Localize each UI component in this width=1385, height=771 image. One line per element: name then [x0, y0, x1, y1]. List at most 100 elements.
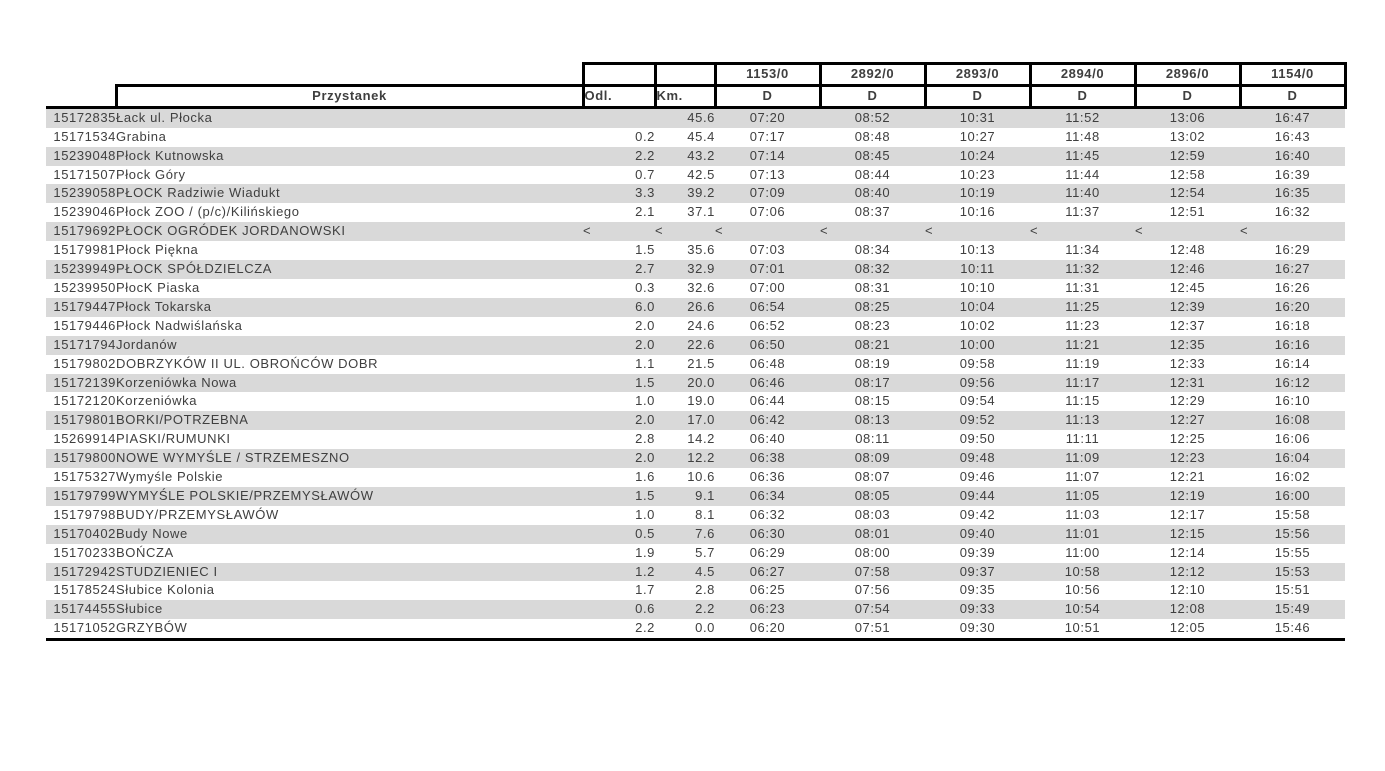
- time-cell: 16:04: [1274, 450, 1311, 466]
- course-number-header: 1153/0: [713, 62, 822, 87]
- time-cell: 08:32: [854, 261, 891, 277]
- time-cell: 09:52: [959, 412, 996, 428]
- table-row: 15239950 PłocK Piaska 0.3 32.6 07:00 08:31 10:…: [46, 279, 1345, 298]
- stop-id-cell: 15170402: [53, 525, 116, 541]
- stop-name-cell: Płock Tokarska: [116, 298, 212, 314]
- odl-cell: 1.0: [635, 393, 655, 409]
- km-cell: 32.9: [687, 261, 715, 277]
- timetable-table: 1153/0 2892/0 2893/0 2894/0 2896/0 1154/0 Prz…: [46, 62, 1347, 642]
- time-cell: 16:29: [1274, 242, 1311, 258]
- table-row: 15171794 Jordanów 2.0 22.6 06:50 08:21 10:00 11…: [46, 335, 1345, 355]
- time-cell: 15:58: [1274, 506, 1311, 522]
- time-cell: 07:00: [749, 279, 786, 295]
- course-daytype-header: D: [1028, 83, 1137, 109]
- time-cell: 12:12: [1169, 563, 1206, 579]
- km-cell: 26.6: [687, 298, 715, 314]
- time-cell: 10:31: [959, 109, 996, 125]
- odl-cell: 1.2: [635, 563, 655, 579]
- time-cell: 06:54: [749, 298, 786, 314]
- stop-name-cell: PŁOCK SPÓŁDZIELCZA: [116, 261, 273, 277]
- time-cell: 15:53: [1274, 563, 1311, 579]
- table-row: 15179800 NOWE WYMYŚLE / STRZEMESZNO 2.0 12.…: [46, 449, 1345, 469]
- km-cell: 22.6: [687, 336, 715, 352]
- time-cell: 11:45: [1065, 147, 1100, 163]
- stop-name-cell: GRZYBÓW: [116, 619, 583, 642]
- stop-id-cell: 15175327: [53, 469, 116, 485]
- stop-name-cell: Płock Nadwiślańska: [116, 317, 243, 333]
- header-course-row: 1153/0 2892/0 2893/0 2894/0 2896/0 1154/0: [46, 62, 1347, 87]
- time-cell: 12:19: [1169, 487, 1206, 503]
- table-row: 15179799 WYMYŚLE POLSKIE/PRZEMYSŁAWÓW 1.5 9…: [46, 486, 1345, 506]
- km-cell: 7.6: [695, 525, 715, 541]
- stop-id-cell: 15179446: [53, 317, 116, 333]
- stop-name-cell: Wymyśle Polskie: [116, 469, 224, 485]
- time-cell: 06:36: [749, 469, 786, 485]
- time-cell: 11:23: [1065, 317, 1100, 333]
- time-cell: 10:16: [959, 204, 996, 220]
- stop-name-cell: PŁOCK Radziwie Wiadukt: [116, 185, 281, 201]
- time-cell: 11:05: [1065, 487, 1100, 503]
- table-row: 15172139 Korzeniówka Nowa 1.5 20.0 06:46 08:1…: [46, 373, 1345, 393]
- header-spacer: [46, 63, 583, 86]
- odl-cell: 2.7: [635, 261, 655, 277]
- km-cell: 42.5: [687, 166, 715, 182]
- time-cell: 11:11: [1065, 431, 1100, 447]
- odl-cell: 0.6: [635, 601, 655, 617]
- time-cell: 08:07: [854, 469, 891, 485]
- stop-id-cell: 15171534: [53, 128, 116, 144]
- course-daytype-header: D: [713, 83, 822, 109]
- table-row: 15179798 BUDY/PRZEMYSŁAWÓW 1.0 8.1 06:32 08:0…: [46, 506, 1345, 525]
- time-cell: 08:40: [854, 185, 891, 201]
- stop-name-cell: BORKI/POTRZEBNA: [116, 412, 249, 428]
- table-row: 15179446 Płock Nadwiślańska 2.0 24.6 06:52 08…: [46, 317, 1345, 336]
- table-row: 15239949 PŁOCK SPÓŁDZIELCZA 2.7 32.9 07:01 08…: [46, 260, 1345, 279]
- time-cell: 07:58: [854, 563, 891, 579]
- time-cell: 16:08: [1274, 412, 1311, 428]
- time-cell: 07:13: [749, 166, 786, 182]
- time-cell: 12:23: [1169, 450, 1206, 466]
- km-cell: 14.2: [687, 431, 715, 447]
- stop-id-cell: 15172942: [53, 563, 116, 579]
- time-cell: 16:43: [1274, 128, 1311, 144]
- stop-id-cell: 15179801: [53, 412, 116, 428]
- time-cell: 12:48: [1169, 242, 1206, 258]
- km-cell: 17.0: [687, 412, 715, 428]
- time-cell: 12:54: [1169, 185, 1206, 201]
- time-cell: 10:04: [959, 298, 996, 314]
- time-cell: 11:00: [1065, 544, 1100, 560]
- km-cell: 20.0: [687, 374, 715, 390]
- stop-name-cell: Jordanów: [116, 336, 178, 352]
- km-header: Km.: [653, 83, 717, 109]
- time-cell: <: [1240, 223, 1249, 239]
- time-cell: 12:31: [1169, 374, 1206, 390]
- time-cell: 09:37: [959, 563, 996, 579]
- time-cell: 15:56: [1274, 525, 1311, 541]
- km-cell: 37.1: [687, 204, 715, 220]
- time-cell: 09:44: [959, 487, 996, 503]
- time-cell: 12:45: [1169, 279, 1206, 295]
- km-cell: 32.6: [687, 279, 715, 295]
- time-cell: 07:51: [820, 619, 925, 642]
- time-cell: 08:01: [854, 525, 891, 541]
- stop-id-cell: 15179981: [53, 242, 116, 258]
- course-daytype-header: D: [923, 83, 1032, 109]
- time-cell: 10:13: [959, 242, 996, 258]
- time-cell: 06:50: [749, 336, 786, 352]
- time-cell: 12:08: [1169, 601, 1206, 617]
- odl-cell: 2.8: [635, 431, 655, 447]
- course-number-header: 2893/0: [923, 62, 1032, 87]
- time-cell: 12:35: [1169, 336, 1206, 352]
- time-cell: 06:27: [749, 563, 786, 579]
- time-cell: 10:51: [1030, 619, 1135, 642]
- time-cell: <: [715, 223, 724, 239]
- stop-name-cell: Korzeniówka Nowa: [116, 374, 237, 390]
- odl-cell: 1.0: [635, 506, 655, 522]
- time-cell: 13:02: [1169, 128, 1206, 144]
- table-row: 15239046 Płock ZOO / (p/c)/Kilińskiego 2.1…: [46, 203, 1345, 222]
- time-cell: 12:05: [1135, 619, 1240, 642]
- time-cell: 11:44: [1065, 166, 1100, 182]
- km-cell: 4.5: [695, 563, 715, 579]
- time-cell: 10:23: [959, 166, 996, 182]
- stop-name-cell: Płock Piękna: [116, 242, 199, 258]
- time-cell: 09:30: [925, 619, 1030, 642]
